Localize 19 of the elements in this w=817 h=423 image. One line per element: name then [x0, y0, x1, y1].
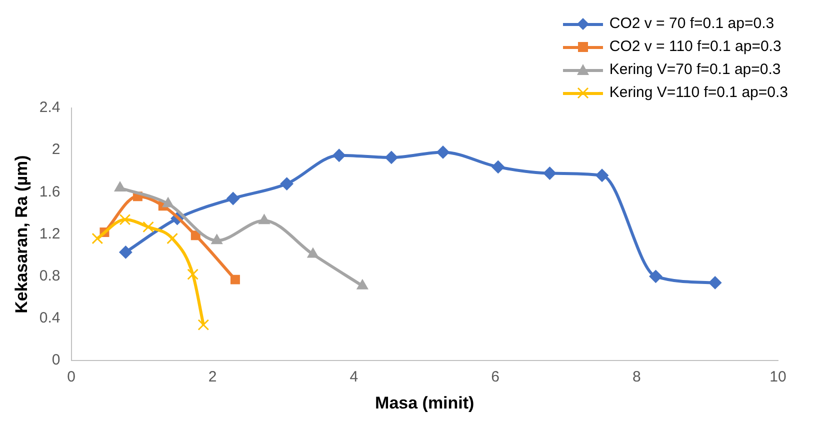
legend-label: CO2 v = 110 f=0.1 ap=0.3	[609, 38, 782, 55]
x-tick-label: 2	[208, 368, 217, 386]
y-tick-label: 0.4	[39, 310, 60, 327]
x-tick-label: 8	[632, 368, 641, 386]
legend-label: CO2 v = 70 f=0.1 ap=0.3	[609, 15, 774, 32]
y-tick-label: 2	[52, 141, 60, 158]
y-tick-label: 0.8	[39, 268, 60, 285]
y-tick-label: 1.6	[39, 183, 60, 200]
legend-label: Kering V=70 f=0.1 ap=0.3	[609, 61, 781, 78]
y-tick-label: 0	[52, 352, 60, 369]
y-tick-label: 2.4	[39, 99, 60, 116]
x-axis-title: Masa (minit)	[375, 393, 474, 412]
x-tick-label: 0	[67, 368, 76, 386]
legend-label: Kering V=110 f=0.1 ap=0.3	[609, 84, 788, 101]
x-tick-label: 4	[350, 368, 358, 386]
x-tick-label: 10	[770, 368, 786, 386]
y-axis-title: Kekasaran, Ra (µm)	[12, 155, 31, 314]
x-tick-label: 6	[491, 368, 500, 386]
y-tick-label: 1.2	[39, 225, 60, 242]
